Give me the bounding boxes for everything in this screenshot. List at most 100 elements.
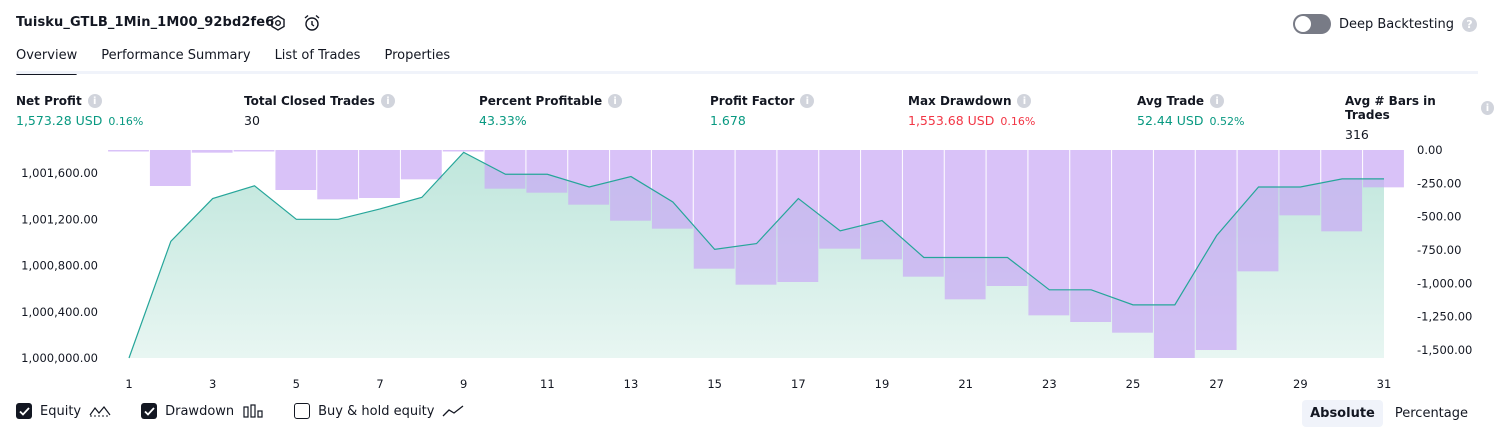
- drawdown-bar: [442, 150, 484, 152]
- legend-checkbox[interactable]: [16, 403, 32, 419]
- y-left-tick-label: 1,000,800.00: [21, 259, 98, 273]
- deep-backtesting-toggle[interactable]: [1292, 14, 1331, 34]
- tab-overview[interactable]: Overview: [16, 48, 78, 75]
- drawdown-bar: [777, 150, 819, 282]
- info-icon[interactable]: i: [1480, 101, 1494, 115]
- tab-divider: [16, 71, 1478, 74]
- metric-value-text: 30: [244, 113, 260, 128]
- metric-value-text: 316: [1345, 127, 1369, 142]
- drawdown-bar: [861, 150, 902, 260]
- x-tick-label: 29: [1293, 377, 1308, 391]
- metric-value: 1,553.68 USD 0.16%: [908, 113, 1035, 128]
- drawdown-bar: [568, 150, 610, 205]
- percentage-button[interactable]: Percentage: [1394, 406, 1468, 421]
- info-icon[interactable]: i: [800, 94, 815, 108]
- metric-label-text: Avg # Bars in Trades: [1345, 94, 1436, 122]
- metric-percent: 0.16%: [1000, 115, 1036, 128]
- alarm-clock-icon[interactable]: [302, 13, 322, 33]
- legend-label: Buy & hold equity: [318, 403, 435, 419]
- x-tick-label: 31: [1377, 377, 1392, 391]
- metric-label-text: Avg Trade: [1137, 94, 1205, 108]
- info-icon[interactable]: i: [1210, 94, 1225, 108]
- metric-value-text: 1.678: [710, 113, 746, 128]
- strategy-title: Tuisku_GTLB_1Min_1M00_92bd2fe6: [16, 15, 275, 30]
- metric-value-text: 52.44 USD: [1137, 113, 1204, 128]
- tab-bar: Overview Performance Summary List of Trade…: [16, 48, 451, 75]
- equity-line: [128, 151, 1384, 359]
- metric-avg-trade: Avg Trade i 52.44 USD 0.52%: [1137, 94, 1244, 128]
- drawdown-bar: [526, 150, 568, 193]
- y-right-tick-label: -1,000.00: [1417, 276, 1472, 290]
- y-right-tick-label: 0.00: [1417, 143, 1443, 157]
- y-left-tick-label: 1,000,400.00: [21, 305, 98, 319]
- tab-properties[interactable]: Properties: [384, 48, 451, 63]
- legend-item-buy-hold-equity[interactable]: Buy & hold equity: [294, 403, 464, 419]
- drawdown-bar: [986, 150, 1028, 286]
- info-icon[interactable]: i: [87, 94, 102, 108]
- x-tick-label: 15: [707, 377, 722, 391]
- metric-percent: 0.16%: [108, 115, 144, 128]
- metric-label: Profit Factor i: [710, 94, 815, 108]
- legend-checkbox[interactable]: [294, 403, 311, 419]
- help-icon[interactable]: ?: [1462, 16, 1477, 32]
- x-tick-label: 11: [540, 377, 555, 391]
- legend-item-equity[interactable]: Equity: [16, 403, 111, 419]
- y-left-tick-label: 1,001,600.00: [21, 166, 98, 180]
- x-tick-label: 9: [460, 377, 467, 391]
- metric-value: 1.678: [710, 113, 814, 128]
- x-tick-label: 25: [1126, 377, 1141, 391]
- display-mode-toggle: Absolute Percentage: [1302, 400, 1476, 427]
- legend-checkbox[interactable]: [141, 403, 158, 419]
- info-icon[interactable]: i: [380, 94, 395, 108]
- drawdown-bar: [1237, 150, 1279, 272]
- drawdown-bar: [400, 150, 442, 180]
- y-right-tick-label: -1,250.00: [1417, 310, 1472, 324]
- x-tick-label: 17: [791, 377, 806, 391]
- info-icon[interactable]: i: [1017, 94, 1032, 108]
- info-icon[interactable]: i: [608, 94, 623, 108]
- settings-icon[interactable]: [268, 13, 288, 33]
- tab-list-of-trades[interactable]: List of Trades: [274, 48, 361, 63]
- metric-label-text: Total Closed Trades: [244, 94, 375, 108]
- drawdown-bar: [317, 150, 359, 200]
- drawdown-bar: [233, 150, 275, 152]
- metric-label-text: Percent Profitable: [479, 94, 603, 108]
- drawdown-bar: [1070, 150, 1112, 322]
- y-left-tick-label: 1,000,000.00: [21, 351, 98, 365]
- metric-label-text: Max Drawdown: [908, 94, 1012, 108]
- y-right-tick-label: -750.00: [1417, 243, 1461, 257]
- drawdown-bar: [735, 150, 777, 285]
- metric-avg-bars-in-trades: Avg # Bars in Trades i 316: [1345, 94, 1494, 142]
- metric-label-text: Net Profit: [16, 94, 82, 108]
- x-tick-label: 1: [125, 377, 132, 391]
- drawdown-bar: [1279, 150, 1321, 216]
- drawdown-bar: [149, 150, 191, 186]
- tab-performance-summary[interactable]: Performance Summary: [101, 48, 251, 63]
- drawdown-bar: [484, 150, 526, 189]
- buy-hold-line-icon: [442, 404, 464, 418]
- chart-legend: Equity Drawdown Buy & hold equity: [16, 403, 494, 419]
- drawdown-bar: [610, 150, 651, 221]
- drawdown-bar: [108, 150, 149, 152]
- metric-value-text: 1,573.28 USD: [16, 113, 103, 128]
- legend-item-drawdown[interactable]: Drawdown: [141, 403, 264, 419]
- drawdown-bar: [651, 150, 693, 229]
- drawdown-bar: [1195, 150, 1237, 350]
- metric-max-drawdown: Max Drawdown i 1,553.68 USD 0.16%: [908, 94, 1035, 128]
- x-tick-label: 23: [1042, 377, 1057, 391]
- metric-total-closed-trades: Total Closed Trades i 30: [244, 94, 395, 128]
- metric-percent-profitable: Percent Profitable i 43.33%: [479, 94, 623, 128]
- legend-label: Drawdown: [165, 403, 235, 419]
- metric-label: Net Profit i: [16, 94, 143, 108]
- absolute-button[interactable]: Absolute: [1302, 400, 1383, 427]
- metric-value-text: 1,553.68 USD: [908, 113, 995, 128]
- metric-net-profit: Net Profit i 1,573.28 USD 0.16%: [16, 94, 143, 128]
- metric-label: Percent Profitable i: [479, 94, 623, 108]
- y-left-tick-label: 1,001,200.00: [21, 212, 98, 226]
- x-tick-label: 13: [624, 377, 639, 391]
- deep-backtesting-label: Deep Backtesting: [1338, 16, 1454, 32]
- x-tick-label: 27: [1209, 377, 1224, 391]
- y-right-tick-label: -250.00: [1417, 176, 1461, 190]
- metric-label-text: Profit Factor: [710, 94, 795, 108]
- x-tick-label: 5: [293, 377, 300, 391]
